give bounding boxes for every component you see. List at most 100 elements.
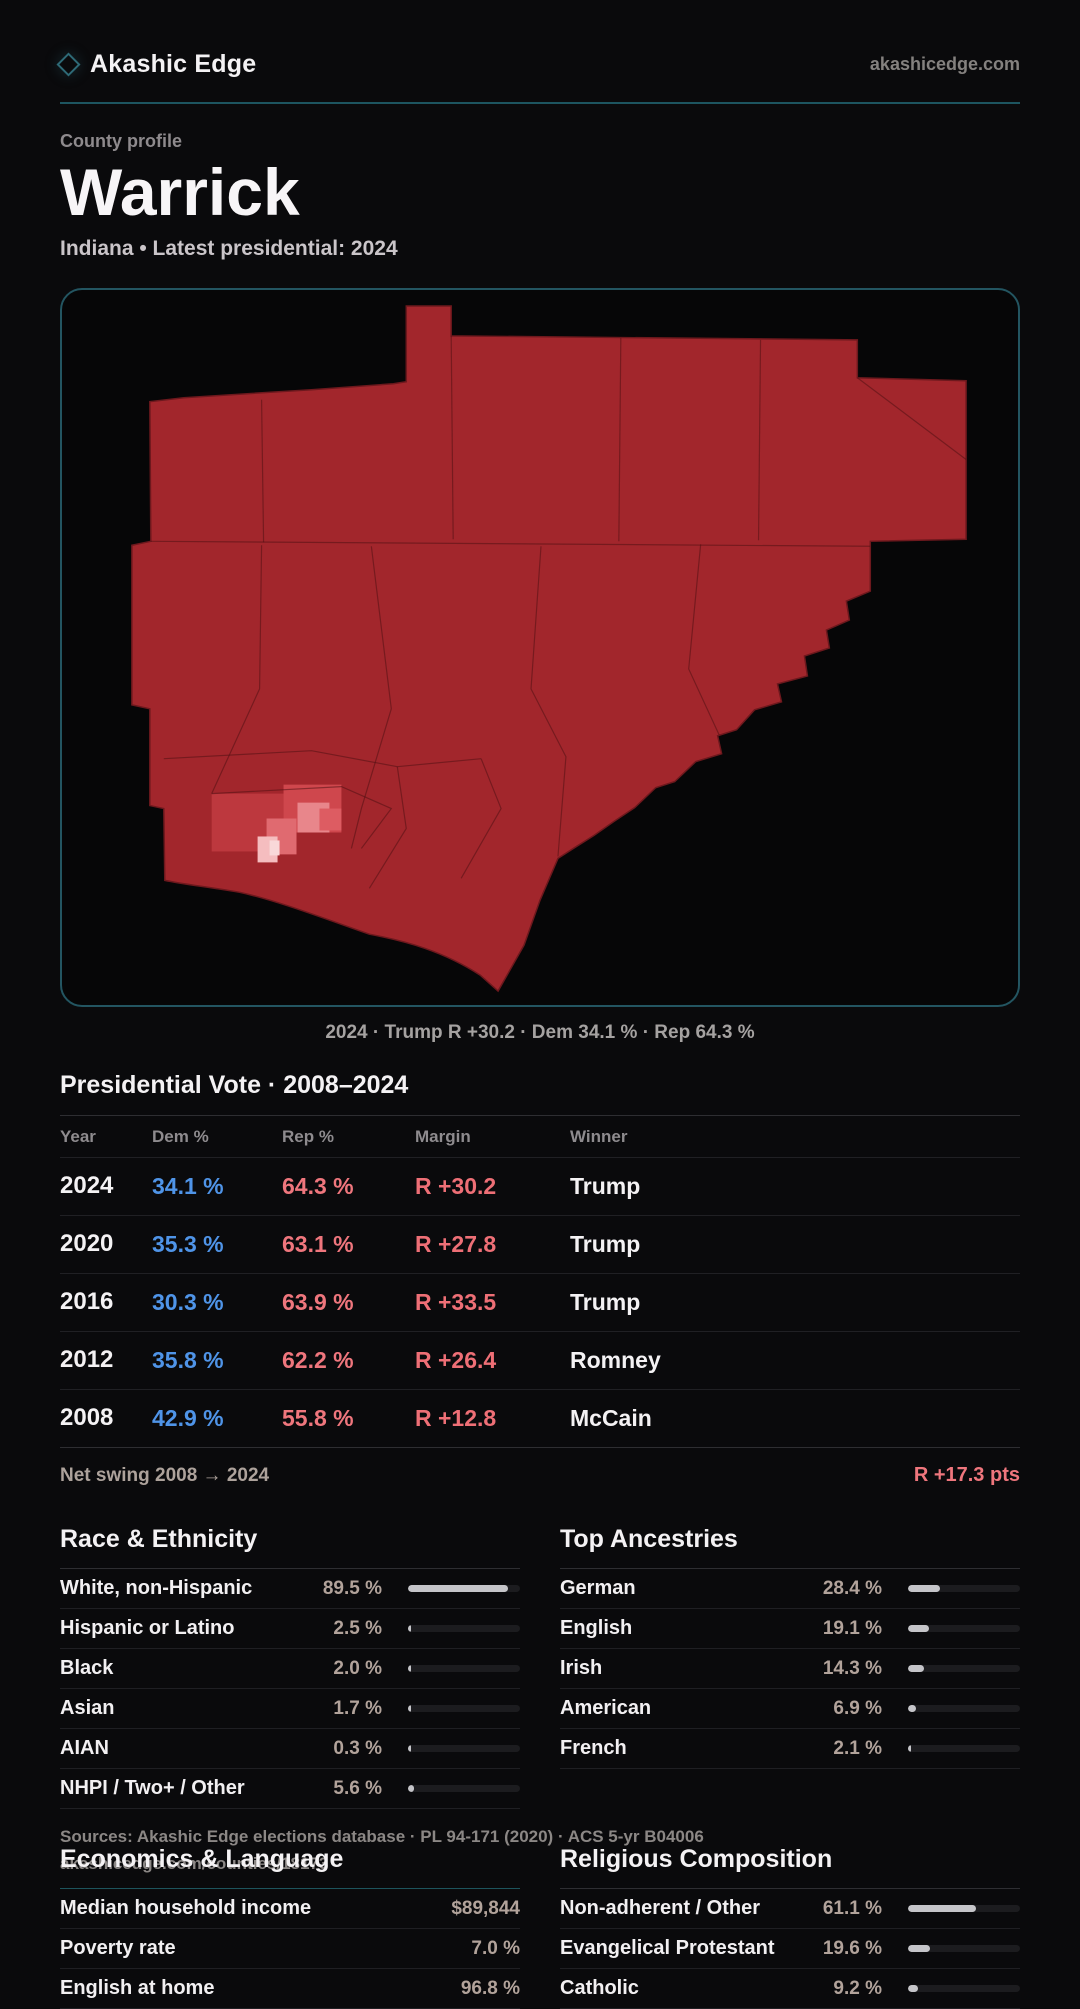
ancestries-divider bbox=[560, 1568, 1020, 1570]
economics-religion-columns: Economics & Language Median household in… bbox=[60, 1845, 1020, 2009]
vote-section-title: Presidential Vote · 2008–2024 bbox=[60, 1071, 409, 1100]
year-cell: 2020 bbox=[60, 1230, 114, 1258]
list-item: NHPI / Two+ / Other 5.6 % bbox=[60, 1769, 520, 1810]
rep-cell: 55.8 % bbox=[282, 1404, 354, 1431]
dem-cell: 35.3 % bbox=[152, 1230, 224, 1257]
stat-bar bbox=[408, 1745, 520, 1753]
precinct-detail bbox=[150, 336, 967, 889]
rep-cell: 63.1 % bbox=[282, 1230, 354, 1257]
list-item: German 28.4 % bbox=[560, 1569, 1020, 1610]
year-cell: 2016 bbox=[60, 1288, 114, 1316]
stat-value: 2.5 % bbox=[333, 1617, 382, 1639]
list-item: Poverty rate 7.0 % bbox=[60, 1929, 520, 1970]
stat-bar bbox=[408, 1585, 520, 1593]
list-item: Median household income $89,844 bbox=[60, 1889, 520, 1930]
year-cell: 2024 bbox=[60, 1172, 114, 1200]
stat-value: 14.3 % bbox=[822, 1657, 882, 1679]
stat-value: 96.8 % bbox=[460, 1977, 520, 1999]
dem-cell: 30.3 % bbox=[152, 1288, 224, 1315]
stat-label: American bbox=[560, 1697, 652, 1720]
vote-section: Presidential Vote · 2008–2024 Year Dem %… bbox=[60, 1071, 1020, 1503]
table-row: 2024 34.1 % 64.3 % R +30.2 Trump bbox=[60, 1157, 1020, 1215]
winner-cell: Trump bbox=[570, 1172, 641, 1199]
stat-bar bbox=[908, 1705, 1020, 1713]
stat-label: Median household income bbox=[60, 1897, 312, 1920]
stat-value: 0.3 % bbox=[333, 1737, 382, 1759]
stat-label: Non-adherent / Other bbox=[560, 1897, 761, 1920]
county-map bbox=[131, 305, 967, 993]
religion-title: Religious Composition bbox=[560, 1845, 833, 1874]
list-item: American 6.9 % bbox=[560, 1689, 1020, 1730]
margin-cell: R +26.4 bbox=[415, 1346, 497, 1373]
list-item: White, non-Hispanic 89.5 % bbox=[60, 1569, 520, 1610]
race-divider bbox=[60, 1568, 520, 1570]
stat-value: 2.0 % bbox=[333, 1657, 382, 1679]
demographics-columns: Race & Ethnicity White, non-Hispanic 89.… bbox=[60, 1525, 1020, 1810]
stat-label: Catholic bbox=[560, 1977, 639, 2000]
header: Akashic Edge akashicedge.com bbox=[56, 0, 1020, 79]
religion-block: Religious Composition Non-adherent / Oth… bbox=[560, 1845, 1020, 2009]
stat-bar bbox=[908, 1985, 1020, 1993]
stat-value: 2.1 % bbox=[833, 1737, 882, 1759]
list-item: Hispanic or Latino 2.5 % bbox=[60, 1609, 520, 1650]
margin-cell: R +33.5 bbox=[415, 1288, 497, 1315]
rep-cell: 62.2 % bbox=[282, 1346, 354, 1373]
stat-bar bbox=[408, 1665, 520, 1673]
list-item: English at home 96.8 % bbox=[60, 1969, 520, 2009]
col-dem: Dem % bbox=[152, 1127, 209, 1147]
stat-value: 19.1 % bbox=[822, 1617, 882, 1639]
sources-footer: Sources: Akashic Edge elections database… bbox=[60, 1823, 1020, 1877]
stat-value: 89.5 % bbox=[322, 1577, 382, 1599]
ancestries-block: Top Ancestries German 28.4 % English 19.… bbox=[560, 1525, 1020, 1809]
sources-url: akashicedge.com/counties/18173 bbox=[60, 1854, 329, 1873]
stat-value: 6.9 % bbox=[833, 1697, 882, 1719]
table-row: 2008 42.9 % 55.8 % R +12.8 McCain bbox=[60, 1389, 1020, 1447]
brand-domain-link[interactable]: akashicedge.com bbox=[869, 54, 1020, 74]
stat-label: English at home bbox=[60, 1977, 215, 2000]
stat-label: AIAN bbox=[60, 1737, 109, 1760]
vote-table-header: Year Dem % Rep % Margin Winner bbox=[60, 1116, 1020, 1157]
diamond-logo-icon bbox=[56, 52, 81, 77]
margin-cell: R +30.2 bbox=[415, 1172, 497, 1199]
economics-block: Economics & Language Median household in… bbox=[60, 1845, 520, 2009]
winner-cell: McCain bbox=[570, 1404, 652, 1431]
race-ethnicity-block: Race & Ethnicity White, non-Hispanic 89.… bbox=[60, 1525, 520, 1810]
net-swing-label: Net swing 2008 → 2024 bbox=[60, 1464, 270, 1486]
table-row: 2012 35.8 % 62.2 % R +26.4 Romney bbox=[60, 1331, 1020, 1389]
stat-bar bbox=[908, 1745, 1020, 1753]
brand: Akashic Edge bbox=[56, 50, 256, 79]
stat-label: Irish bbox=[560, 1657, 603, 1680]
header-divider bbox=[60, 102, 1020, 104]
list-item: English 19.1 % bbox=[560, 1609, 1020, 1650]
list-item: AIAN 0.3 % bbox=[60, 1729, 520, 1770]
stat-label: German bbox=[560, 1577, 636, 1600]
race-title: Race & Ethnicity bbox=[60, 1525, 258, 1554]
stat-bar bbox=[908, 1585, 1020, 1593]
list-item: Irish 14.3 % bbox=[560, 1649, 1020, 1690]
eyebrow: County profile bbox=[60, 131, 182, 151]
stat-label: Hispanic or Latino bbox=[60, 1617, 235, 1640]
stat-value: 9.2 % bbox=[833, 1977, 882, 1999]
dem-cell: 35.8 % bbox=[152, 1346, 224, 1373]
rep-cell: 63.9 % bbox=[282, 1288, 354, 1315]
list-item: Evangelical Protestant 19.6 % bbox=[560, 1929, 1020, 1970]
page-subtitle: Indiana • Latest presidential: 2024 bbox=[60, 237, 398, 261]
stat-bar bbox=[908, 1625, 1020, 1633]
stat-value: 5.6 % bbox=[333, 1777, 382, 1799]
stat-value: 7.0 % bbox=[471, 1937, 520, 1959]
dem-cell: 34.1 % bbox=[152, 1172, 224, 1199]
stat-value: $89,844 bbox=[451, 1897, 520, 1919]
list-item: Non-adherent / Other 61.1 % bbox=[560, 1889, 1020, 1930]
rep-cell: 64.3 % bbox=[282, 1172, 354, 1199]
stat-bar bbox=[408, 1625, 520, 1633]
col-year: Year bbox=[60, 1127, 96, 1147]
table-row: 2016 30.3 % 63.9 % R +33.5 Trump bbox=[60, 1273, 1020, 1331]
stat-bar bbox=[408, 1705, 520, 1713]
margin-cell: R +12.8 bbox=[415, 1404, 497, 1431]
winner-cell: Romney bbox=[570, 1346, 661, 1373]
list-item: Black 2.0 % bbox=[60, 1649, 520, 1690]
stat-label: English bbox=[560, 1617, 633, 1640]
stat-label: Poverty rate bbox=[60, 1937, 176, 1960]
stat-label: Asian bbox=[60, 1697, 115, 1720]
stat-label: Black bbox=[60, 1657, 114, 1680]
